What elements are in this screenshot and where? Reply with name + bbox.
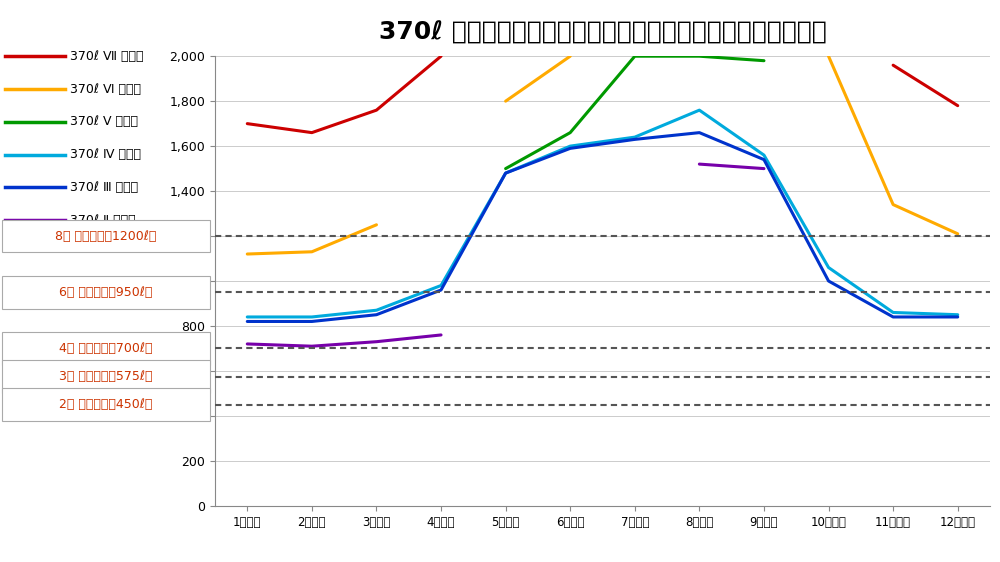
Text: 370ℓ Ⅵ 宮崎県: 370ℓ Ⅵ 宮崎県 <box>70 83 141 96</box>
Text: 370ℓ Ⅲ 岩手県: 370ℓ Ⅲ 岩手県 <box>70 181 138 194</box>
Text: 370ℓ Ⅶ 沖縄県: 370ℓ Ⅶ 沖縄県 <box>70 49 144 63</box>
Text: 6人 最大湯量（950ℓ）: 6人 最大湯量（950ℓ） <box>59 285 153 299</box>
Text: 4人 最大湯量（700ℓ）: 4人 最大湯量（700ℓ） <box>59 342 153 355</box>
Text: 370ℓ Ⅳ 長野県: 370ℓ Ⅳ 長野県 <box>70 148 141 161</box>
Text: 2人 最大湯量（450ℓ）: 2人 最大湯量（450ℓ） <box>59 398 153 411</box>
Text: 8人 最大湯量（1200ℓ）: 8人 最大湯量（1200ℓ） <box>55 229 157 243</box>
Title: 370ℓ エコキュートの給湯可能湯量（地域別）と最大使用湯量: 370ℓ エコキュートの給湯可能湯量（地域別）と最大使用湯量 <box>379 21 826 44</box>
Text: 370ℓ Ⅱ 北海道: 370ℓ Ⅱ 北海道 <box>70 214 136 227</box>
Text: 3人 最大湯量（575ℓ）: 3人 最大湯量（575ℓ） <box>59 370 153 383</box>
Text: 370ℓ Ⅴ 東京都: 370ℓ Ⅴ 東京都 <box>70 115 138 128</box>
